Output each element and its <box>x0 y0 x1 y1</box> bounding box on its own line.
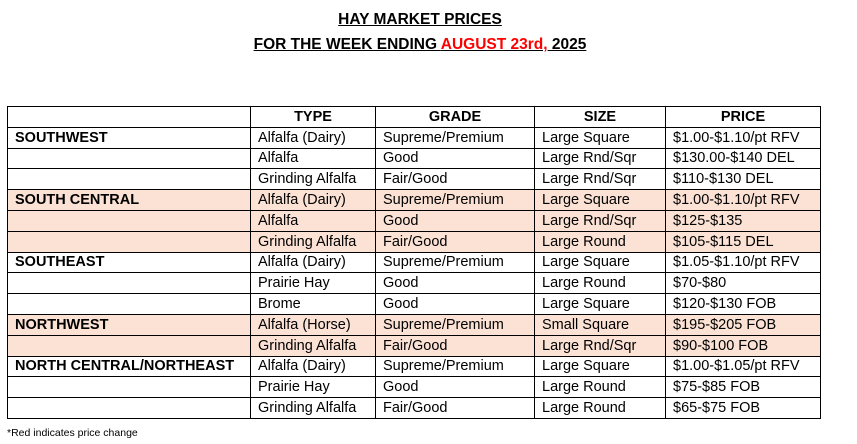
cell-price: $75-$85 FOB <box>665 376 821 399</box>
cell-region: NORTH CENTRAL/NORTHEAST <box>7 355 251 378</box>
cell-size: Large Rnd/Sqr <box>534 147 666 170</box>
cell-type: Alfalfa (Dairy) <box>250 251 376 274</box>
cell-grade: Good <box>375 293 535 315</box>
cell-region: SOUTHEAST <box>7 251 251 274</box>
cell-price: $130.00-$140 DEL <box>665 147 821 170</box>
cell-size: Large Square <box>534 355 666 378</box>
table-row: Grinding Alfalfa Fair/Good Large Round $65-… <box>7 397 821 419</box>
cell-grade: Fair/Good <box>375 230 535 253</box>
cell-type: Grinding Alfalfa <box>250 334 376 357</box>
header-region <box>7 106 251 128</box>
cell-price: $65-$75 FOB <box>665 397 821 419</box>
footnote: *Red indicates price change <box>7 427 138 439</box>
table-row: SOUTHWEST Alfalfa (Dairy) Supreme/Premium L… <box>7 126 821 149</box>
cell-size: Large Rnd/Sqr <box>534 209 666 232</box>
cell-size: Large Round <box>534 272 666 295</box>
table-row: SOUTHEAST Alfalfa (Dairy) Supreme/Premium L… <box>7 251 821 274</box>
cell-price: $105-$115 DEL <box>665 230 821 253</box>
cell-type: Grinding Alfalfa <box>250 168 376 191</box>
header-type: TYPE <box>250 106 376 128</box>
cell-size: Large Round <box>534 397 666 419</box>
cell-region <box>7 293 251 315</box>
cell-region <box>7 168 251 191</box>
cell-grade: Fair/Good <box>375 168 535 191</box>
cell-size: Large Round <box>534 376 666 399</box>
cell-type: Alfalfa <box>250 209 376 232</box>
cell-size: Large Round <box>534 230 666 253</box>
cell-grade: Good <box>375 272 535 295</box>
cell-region <box>7 334 251 357</box>
table-row: NORTH CENTRAL/NORTHEAST Alfalfa (Dairy) Su… <box>7 355 821 378</box>
header-price: PRICE <box>665 106 821 128</box>
cell-price: $1.00-$1.05/pt RFV <box>665 355 821 378</box>
cell-grade: Fair/Good <box>375 397 535 419</box>
cell-type: Brome <box>250 293 376 315</box>
cell-grade: Supreme/Premium <box>375 189 535 211</box>
cell-price: $1.05-$1.10/pt RFV <box>665 251 821 274</box>
hay-price-table: TYPE GRADE SIZE PRICE SOUTHWEST Alfalfa (… <box>7 106 821 419</box>
header-size: SIZE <box>534 106 666 128</box>
cell-grade: Supreme/Premium <box>375 251 535 274</box>
cell-type: Prairie Hay <box>250 376 376 399</box>
header-grade: GRADE <box>375 106 535 128</box>
table-header-row: TYPE GRADE SIZE PRICE <box>7 106 821 128</box>
table-row: SOUTH CENTRAL Alfalfa (Dairy) Supreme/Prem… <box>7 189 821 211</box>
table-row: Alfalfa Good Large Rnd/Sqr $130.00-$140 DEL <box>7 147 821 170</box>
week-date: AUGUST 23rd, <box>440 36 548 53</box>
cell-size: Large Square <box>534 189 666 211</box>
cell-size: Large Square <box>534 293 666 315</box>
subtitle-prefix: FOR THE WEEK ENDING <box>253 36 441 53</box>
cell-region <box>7 230 251 253</box>
cell-type: Grinding Alfalfa <box>250 230 376 253</box>
cell-price: $1.00-$1.10/pt RFV <box>665 189 821 211</box>
cell-grade: Good <box>375 147 535 170</box>
cell-price: $110-$130 DEL <box>665 168 821 191</box>
cell-type: Alfalfa (Dairy) <box>250 355 376 378</box>
cell-region: SOUTHWEST <box>7 126 251 149</box>
cell-region <box>7 209 251 232</box>
table-row: Brome Good Large Square $120-$130 FOB <box>7 293 821 315</box>
cell-type: Alfalfa <box>250 147 376 170</box>
cell-price: $125-$135 <box>665 209 821 232</box>
table-row: Grinding Alfalfa Fair/Good Large Rnd/Sqr $9… <box>7 334 821 357</box>
cell-grade: Good <box>375 209 535 232</box>
cell-size: Large Square <box>534 126 666 149</box>
cell-type: Prairie Hay <box>250 272 376 295</box>
table-row: Grinding Alfalfa Fair/Good Large Rnd/Sqr $1… <box>7 168 821 191</box>
page-title: HAY MARKET PRICES <box>338 11 502 28</box>
cell-price: $70-$80 <box>665 272 821 295</box>
cell-type: Alfalfa (Dairy) <box>250 189 376 211</box>
table-row: Grinding Alfalfa Fair/Good Large Round $105… <box>7 230 821 253</box>
cell-type: Grinding Alfalfa <box>250 397 376 419</box>
cell-grade: Supreme/Premium <box>375 355 535 378</box>
cell-price: $1.00-$1.10/pt RFV <box>665 126 821 149</box>
week-year: 2025 <box>547 36 587 53</box>
cell-price: $120-$130 FOB <box>665 293 821 315</box>
cell-region: SOUTH CENTRAL <box>7 189 251 211</box>
cell-size: Small Square <box>534 313 666 336</box>
cell-region: NORTHWEST <box>7 313 251 336</box>
cell-grade: Good <box>375 376 535 399</box>
cell-size: Large Square <box>534 251 666 274</box>
cell-size: Large Rnd/Sqr <box>534 334 666 357</box>
table-row: Prairie Hay Good Large Round $70-$80 <box>7 272 821 295</box>
cell-type: Alfalfa (Dairy) <box>250 126 376 149</box>
cell-grade: Supreme/Premium <box>375 313 535 336</box>
cell-price: $90-$100 FOB <box>665 334 821 357</box>
week-ending-subtitle: FOR THE WEEK ENDING AUGUST 23rd, 2025 <box>0 36 840 54</box>
table-row: NORTHWEST Alfalfa (Horse) Supreme/Premium S… <box>7 313 821 336</box>
cell-region <box>7 272 251 295</box>
cell-grade: Fair/Good <box>375 334 535 357</box>
cell-price: $195-$205 FOB <box>665 313 821 336</box>
cell-region <box>7 376 251 399</box>
cell-size: Large Rnd/Sqr <box>534 168 666 191</box>
table-row: Prairie Hay Good Large Round $75-$85 FOB <box>7 376 821 399</box>
cell-type: Alfalfa (Horse) <box>250 313 376 336</box>
cell-region <box>7 147 251 170</box>
table-row: Alfalfa Good Large Rnd/Sqr $125-$135 <box>7 209 821 232</box>
cell-region <box>7 397 251 419</box>
cell-grade: Supreme/Premium <box>375 126 535 149</box>
